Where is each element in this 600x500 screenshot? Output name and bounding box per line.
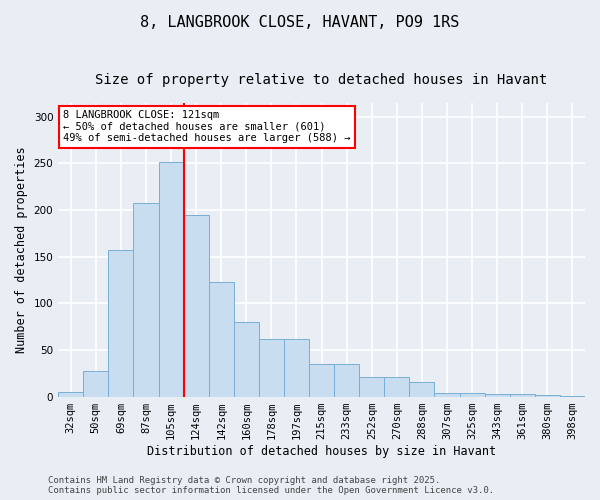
- Bar: [434, 393, 460, 396]
- Y-axis label: Number of detached properties: Number of detached properties: [15, 146, 28, 353]
- Bar: [284, 338, 309, 396]
- Bar: [309, 364, 334, 396]
- Bar: [485, 394, 510, 396]
- Text: Contains HM Land Registry data © Crown copyright and database right 2025.
Contai: Contains HM Land Registry data © Crown c…: [48, 476, 494, 495]
- Bar: [184, 214, 209, 396]
- Title: Size of property relative to detached houses in Havant
: Size of property relative to detached ho…: [95, 72, 548, 102]
- Bar: [460, 393, 485, 396]
- Bar: [234, 322, 259, 396]
- X-axis label: Distribution of detached houses by size in Havant: Distribution of detached houses by size …: [147, 444, 496, 458]
- Bar: [133, 204, 158, 396]
- Bar: [158, 162, 184, 396]
- Bar: [209, 282, 234, 397]
- Bar: [334, 364, 359, 396]
- Text: 8 LANGBROOK CLOSE: 121sqm
← 50% of detached houses are smaller (601)
49% of semi: 8 LANGBROOK CLOSE: 121sqm ← 50% of detac…: [63, 110, 350, 144]
- Bar: [259, 338, 284, 396]
- Bar: [359, 377, 385, 396]
- Bar: [385, 377, 409, 396]
- Bar: [83, 372, 109, 396]
- Bar: [109, 250, 133, 396]
- Bar: [510, 394, 535, 396]
- Bar: [409, 382, 434, 396]
- Bar: [535, 394, 560, 396]
- Bar: [58, 392, 83, 396]
- Text: 8, LANGBROOK CLOSE, HAVANT, PO9 1RS: 8, LANGBROOK CLOSE, HAVANT, PO9 1RS: [140, 15, 460, 30]
